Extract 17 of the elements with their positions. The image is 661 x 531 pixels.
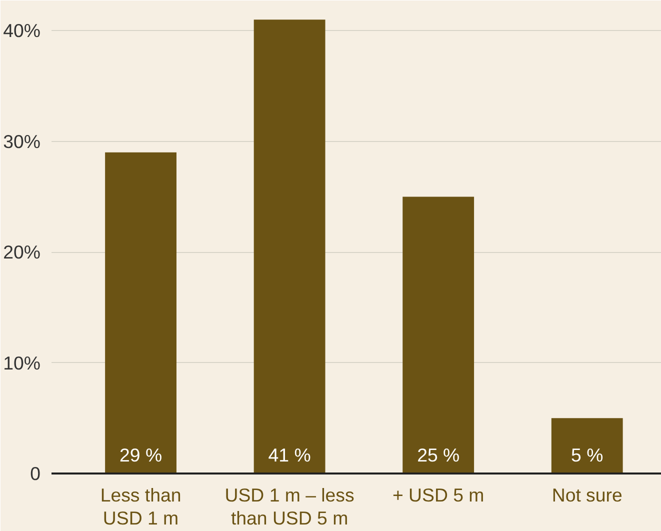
x-tick-label: Not sure (552, 484, 622, 506)
bar (402, 196, 474, 474)
data-label: 25 % (417, 444, 460, 466)
x-tick-label: Less than USD 1 m (100, 484, 182, 529)
bar (254, 20, 326, 474)
data-label: 5 % (571, 444, 604, 466)
x-tick-label: USD 1 m – less than USD 5 m (224, 484, 354, 529)
y-tick-label: 30% (3, 130, 41, 152)
data-label: 41 % (268, 444, 311, 466)
y-tick-label: 40% (3, 20, 41, 42)
bar (105, 152, 176, 474)
y-tick-label: 0 (30, 463, 41, 484)
y-tick-label: 20% (3, 242, 41, 263)
data-label: 29 % (120, 444, 162, 466)
bar (551, 418, 623, 474)
x-tick-label: + USD 5 m (392, 484, 484, 506)
y-tick-label: 10% (3, 352, 41, 374)
